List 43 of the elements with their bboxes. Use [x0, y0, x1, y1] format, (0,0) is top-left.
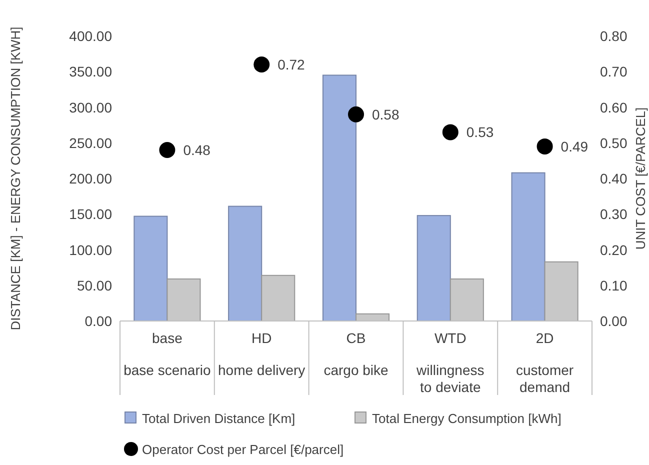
y-tick-label: 200.00	[69, 170, 112, 186]
y2-tick-label: 0.00	[600, 313, 628, 329]
point	[536, 138, 553, 154]
x-tick-label: HD home delivery	[218, 330, 306, 378]
legend-label: Total Energy Consumption [kWh]	[372, 411, 562, 426]
x-tick-label: 2D customer demand	[516, 330, 574, 395]
y-tick-label: 150.00	[69, 206, 112, 222]
y2-tick-label: 0.60	[600, 99, 628, 116]
y2-tick-label: 0.20	[600, 242, 628, 258]
point	[159, 142, 176, 158]
y-tick-label: 400.00	[69, 28, 112, 44]
y-axis-title: DISTANCE [KM] - ENERGY CONSUMPTION [KWH]	[8, 26, 23, 330]
data-label: 0.72	[278, 56, 306, 72]
y-tick-label: 0.00	[84, 313, 112, 329]
bar	[416, 215, 451, 322]
y-tick-label: 300.00	[69, 99, 112, 116]
data-label: 0.48	[183, 142, 211, 158]
y-tick-label: 50.00	[76, 277, 112, 294]
bar	[228, 206, 262, 322]
y2-tick-label: 0.80	[600, 28, 628, 44]
y2-axis-title: UNIT COST [€/PARCEL]	[633, 107, 648, 250]
data-label: 0.49	[560, 138, 588, 154]
bar	[511, 172, 546, 322]
bar	[322, 74, 356, 322]
data-label: 0.53	[466, 124, 494, 140]
legend-label: Total Driven Distance [Km]	[142, 411, 296, 426]
data-label: 0.58	[372, 106, 400, 122]
x-tick-label: CB cargo bike	[324, 330, 389, 378]
y2-tick-label: 0.10	[600, 277, 628, 294]
y2-tick-label: 0.70	[600, 64, 628, 80]
x-tick-label: WTD willingness to deviate	[416, 330, 484, 395]
legend-label: Operator Cost per Parcel [€/parcel]	[142, 442, 344, 457]
point	[442, 124, 458, 140]
point	[348, 106, 364, 122]
x-tick-label: base base scenario	[124, 330, 211, 378]
point	[254, 56, 270, 72]
y2-tick-label: 0.50	[600, 134, 628, 151]
y-tick-label: 250.00	[69, 134, 112, 151]
y2-tick-label: 0.30	[600, 206, 628, 222]
bar	[134, 216, 168, 322]
y2-tick-label: 0.40	[600, 170, 628, 186]
y-tick-label: 350.00	[69, 64, 112, 80]
y-tick-label: 100.00	[69, 242, 112, 258]
